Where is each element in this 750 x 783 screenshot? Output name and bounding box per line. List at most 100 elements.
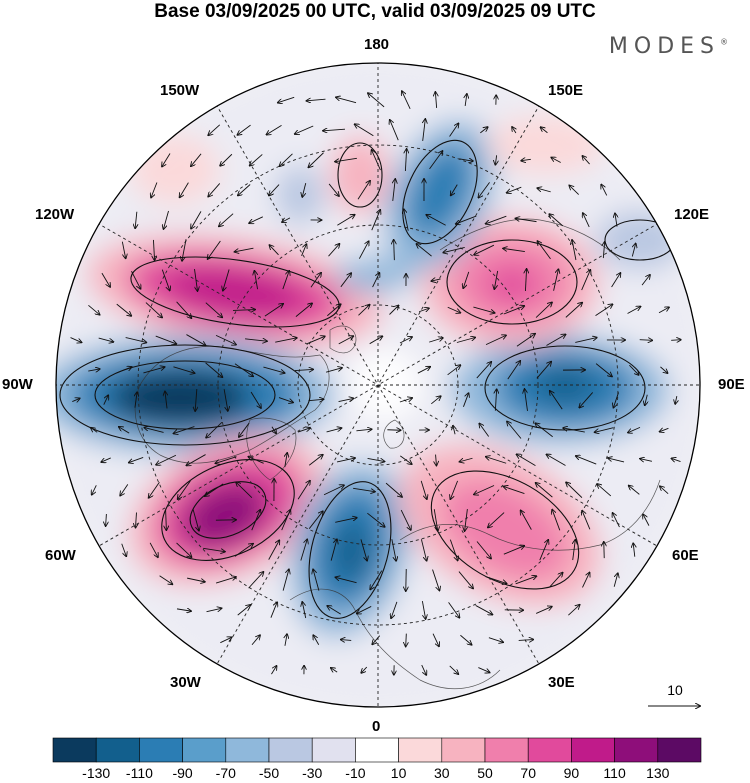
wind-arrow (660, 366, 667, 373)
lon-label-60e: 60E (672, 547, 699, 564)
wind-arrow (295, 303, 312, 317)
wind-arrow (597, 484, 612, 497)
wind-arrow (645, 394, 648, 406)
wind-arrow (504, 486, 525, 494)
wind-arrow (628, 426, 641, 432)
wind-arrow (503, 546, 524, 555)
wind-arrow (583, 213, 590, 228)
wind-arrow (512, 127, 516, 134)
wind-arrow (92, 485, 97, 494)
wind-arrow (119, 427, 130, 434)
wind-arrow (393, 179, 395, 201)
wind-arrow (106, 513, 107, 526)
wind-arrow (629, 486, 640, 495)
colorbar-swatch (95, 737, 140, 763)
wind-arrow (203, 547, 225, 551)
wind-arrow (449, 539, 457, 561)
wind-arrow (125, 337, 147, 343)
wind-arrow (518, 640, 534, 641)
wind-arrow (121, 543, 127, 556)
wind-arrow (431, 396, 440, 405)
wind-arrow (223, 389, 228, 411)
wind-arrow (161, 269, 169, 291)
wind-arrow (517, 454, 536, 467)
wind-arrow (307, 99, 326, 101)
wind-arrow (327, 304, 340, 317)
wind-arrow (394, 240, 395, 261)
wind-arrow (155, 335, 177, 344)
wind-arrow (485, 335, 506, 346)
wind-arrow (250, 391, 261, 408)
wind-arrow (216, 456, 237, 464)
wind-arrow (192, 509, 199, 530)
wind-arrow (328, 183, 339, 196)
colorbar-swatch (139, 737, 183, 763)
wind-arrow (515, 576, 537, 585)
wind-arrow (671, 458, 681, 461)
graticule (56, 63, 700, 707)
wind-arrow (671, 340, 681, 341)
wind-arrow (516, 334, 535, 347)
wind-arrow (323, 129, 346, 131)
wind-arrow (448, 602, 460, 617)
wind-arrow (282, 569, 289, 591)
wind-arrow (266, 125, 282, 134)
wind-arrow (278, 397, 293, 403)
wind-arrow (552, 510, 561, 531)
wind-arrow (460, 634, 471, 645)
wind-arrow (608, 458, 625, 463)
wind-arrow (515, 218, 537, 223)
wind-arrow (660, 428, 669, 431)
wind-arrow (149, 481, 160, 498)
wind-arrow (421, 600, 425, 619)
wind-arrow (232, 310, 255, 311)
wind-arrow (450, 480, 459, 499)
anomaly-field (56, 63, 700, 707)
wind-arrow (281, 510, 291, 531)
wind-arrow (423, 119, 426, 141)
wind-arrow (215, 334, 236, 344)
wind-arrow (323, 485, 344, 496)
brand-mark: ® (720, 37, 728, 47)
colorbar-tick-label: -10 (345, 765, 365, 781)
wind-arrow (459, 159, 473, 161)
wind-arrow (269, 245, 279, 256)
wind-arrow (285, 453, 287, 468)
wind-arrow (432, 633, 439, 647)
wind-arrow (206, 608, 222, 613)
wind-arrow (475, 605, 493, 614)
wind-arrow (495, 389, 496, 411)
wind-arrow (372, 150, 381, 171)
wind-arrow (399, 398, 412, 403)
wind-arrow (568, 605, 579, 616)
colorbar-tick-label: -70 (216, 765, 236, 781)
wind-arrow (432, 569, 440, 591)
wind-arrow (495, 155, 496, 164)
wind-arrow (98, 337, 114, 342)
wind-arrow (486, 215, 507, 224)
wind-arrow (400, 509, 411, 530)
wind-arrow (327, 606, 341, 615)
colorbar-swatch (571, 737, 615, 763)
wind-arrow (535, 302, 552, 318)
wind-arrow (402, 91, 411, 110)
wind-arrow (615, 213, 617, 227)
wind-arrow (335, 157, 357, 161)
wind-arrow (70, 337, 82, 343)
wind-arrow (535, 607, 552, 614)
wind-arrow (443, 247, 465, 252)
wind-arrow (563, 428, 585, 433)
wind-arrow (420, 539, 426, 560)
colorbar-tick-label: -90 (172, 765, 192, 781)
wind-arrow (463, 271, 470, 288)
wind-arrow (326, 428, 342, 433)
wind-arrow (331, 668, 338, 672)
wind-arrow (372, 273, 380, 288)
wind-arrow (275, 338, 297, 343)
wind-arrow (360, 539, 367, 560)
wind-arrow (143, 367, 164, 374)
wind-arrow (369, 336, 383, 345)
wind-arrow (494, 270, 499, 289)
wind-arrow (456, 215, 477, 224)
